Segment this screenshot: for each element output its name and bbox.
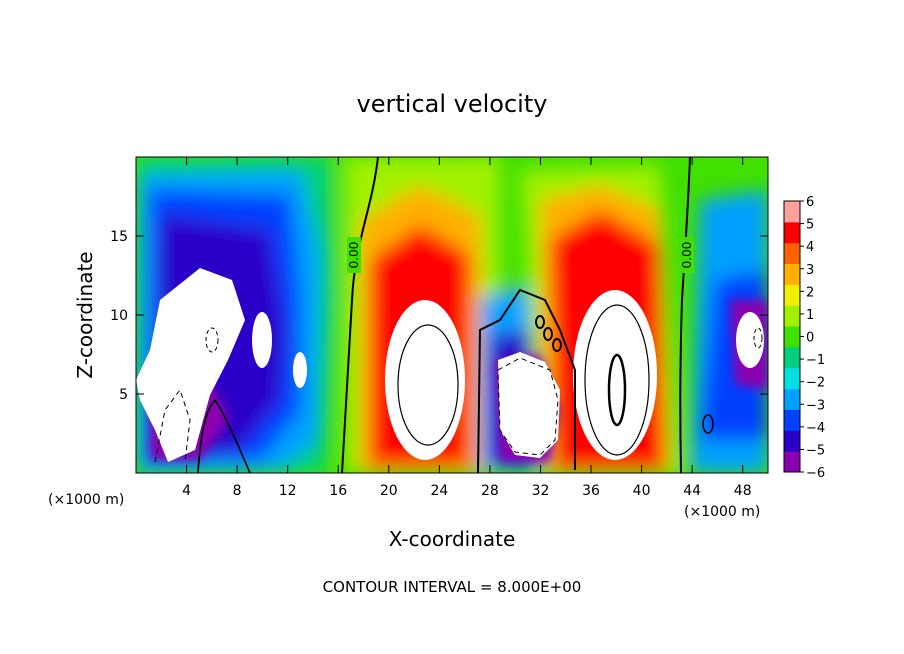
contour-middle-small-1 [535, 315, 545, 329]
colorbar-swatch [784, 409, 800, 431]
contour-label-right-text: 0.00 [680, 242, 694, 269]
negative-contour-middle [497, 357, 559, 456]
colorbar-swatch [784, 201, 800, 223]
colorbar-tick-label: −2 [806, 376, 825, 391]
y-tick-label: 10 [110, 308, 128, 324]
center-saturated-core [385, 300, 465, 460]
left-saturated-core [136, 268, 245, 462]
x-tick-label: 32 [532, 483, 550, 499]
x-tick-label: 16 [329, 483, 347, 499]
y-axis-label: Z-coordinate [73, 251, 97, 378]
colorbar-tick-label: 1 [806, 308, 814, 323]
x-tick-label: 28 [481, 483, 499, 499]
colorbar-swatch [784, 388, 800, 410]
x-tick-label: 48 [734, 483, 752, 499]
contour-middle-small-2 [543, 327, 553, 341]
negative-contour-left-small [205, 327, 219, 353]
colorbar-swatch [784, 221, 800, 244]
colorbar-tick-label: −6 [806, 466, 825, 481]
x-unit-left: (×1000 m) [48, 492, 124, 508]
right-saturated-core [573, 290, 657, 460]
x-axis-label: X-coordinate [389, 527, 516, 551]
x-tick-label: 8 [233, 483, 242, 499]
contour-center-core [397, 324, 459, 446]
colorbar: 6 5 4 3 2 1 0 −1 −2 −3 −4 −5 −6 [783, 195, 825, 481]
colorbar-tick-label: 2 [806, 285, 814, 300]
colorbar-tick-label: −5 [806, 443, 825, 458]
contour-label-left-text: 0.00 [347, 242, 361, 269]
colorbar-tick-label: 5 [806, 218, 814, 233]
contour-interval-annotation: CONTOUR INTERVAL = 8.000E+00 [323, 578, 582, 596]
zero-contour-left [341, 157, 379, 473]
contour-label-left: 0.00 [347, 237, 361, 273]
x-tick-label: 24 [430, 483, 448, 499]
contour-right-core [584, 304, 650, 456]
colorbar-tick-label: −1 [806, 353, 825, 368]
colorbar-tick-label: 3 [806, 263, 814, 278]
chart-title: vertical velocity [357, 90, 548, 118]
colorbar-tick-label: 6 [806, 195, 814, 210]
contour-middle-small-3 [552, 338, 562, 352]
x-tick-label: 36 [582, 483, 600, 499]
colorbar-swatch [784, 305, 800, 327]
left-saturated-patch [252, 312, 272, 368]
colorbar-swatch [784, 346, 800, 369]
left-saturated-patch-2 [293, 352, 307, 388]
x-tick-label: 20 [380, 483, 398, 499]
y-tick-label: 15 [110, 229, 128, 245]
right-saturated-patch [736, 312, 764, 368]
x-tick-label: 44 [683, 483, 701, 499]
zero-contour-middle [477, 288, 576, 473]
colorbar-tick-label: −4 [806, 421, 825, 436]
contour-left-lower [197, 398, 251, 473]
y-tick-label: 5 [119, 387, 128, 403]
y-axis: 5 10 15 [110, 229, 768, 403]
colorbar-swatch [784, 263, 800, 285]
colorbar-swatch [784, 367, 800, 390]
contour-right-lower [702, 414, 714, 434]
colorbar-swatch [784, 451, 800, 473]
contour-label-left-bg [347, 237, 361, 273]
contour-label-right-bg [680, 237, 694, 273]
contour-right-inner [607, 353, 627, 427]
colorbar-swatch [784, 284, 800, 306]
negative-contour-right-small [753, 327, 763, 349]
colorbar-tick-label: 0 [806, 331, 814, 346]
x-unit-right: (×1000 m) [684, 504, 760, 520]
x-axis: 4 8 12 16 20 24 28 32 36 40 44 48 [182, 157, 752, 499]
middle-saturated-core [498, 352, 560, 458]
x-tick-label: 40 [633, 483, 651, 499]
heatmap-field: 0.00 0.00 [136, 157, 768, 473]
zero-contour-right [679, 157, 691, 473]
x-tick-label: 4 [182, 483, 191, 499]
colorbar-swatch [784, 242, 800, 265]
colorbar-swatch [784, 326, 800, 348]
colorbar-tick-label: 4 [806, 240, 814, 255]
colorbar-tick-label: −3 [806, 398, 825, 413]
contour-label-right: 0.00 [680, 237, 694, 273]
x-tick-label: 12 [279, 483, 297, 499]
colorbar-swatch [784, 430, 800, 452]
